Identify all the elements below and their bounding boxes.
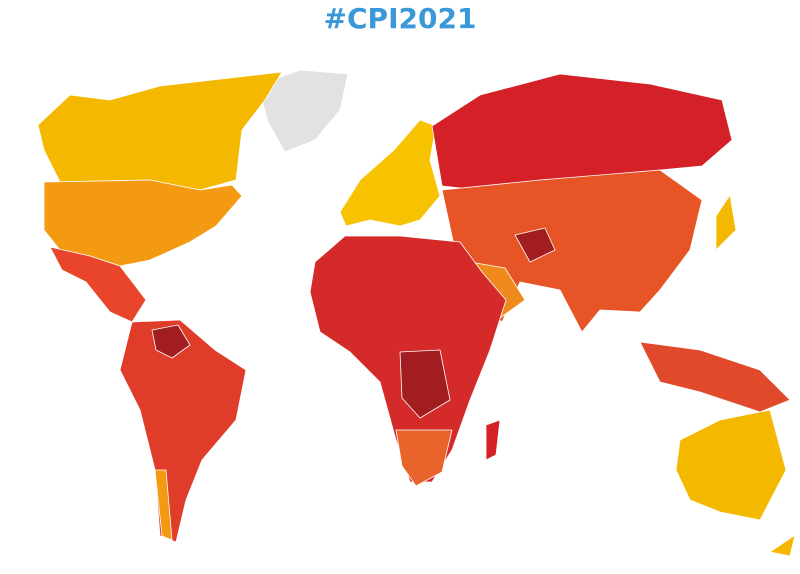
japan (715, 194, 737, 251)
afghanistan (514, 227, 556, 263)
central-africa (399, 349, 451, 419)
southern-africa (395, 429, 453, 487)
countries (37, 69, 796, 557)
venezuela (151, 324, 191, 359)
south-america (119, 319, 247, 543)
madagascar (485, 419, 501, 461)
map-title: #CPI2021 (324, 2, 477, 35)
canada (37, 71, 283, 191)
russia (431, 73, 733, 191)
greenland (257, 69, 349, 153)
europe (339, 119, 441, 227)
new-zealand (769, 534, 796, 557)
southeast-asia (639, 341, 791, 413)
chile (154, 469, 173, 541)
australia (675, 409, 787, 521)
